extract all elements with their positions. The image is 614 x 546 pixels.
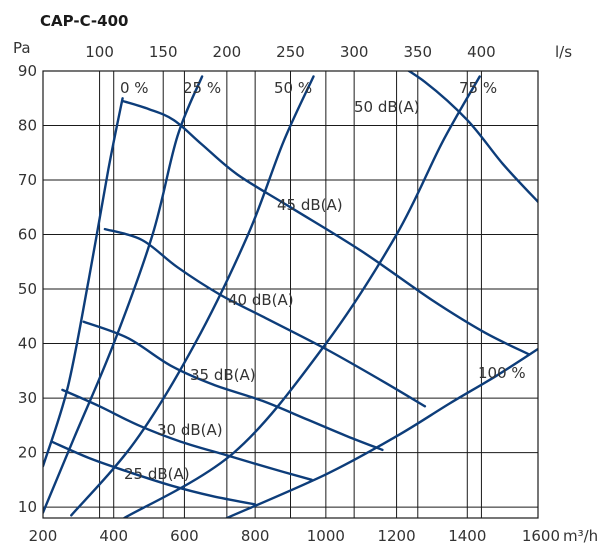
y-tick-label: 20 [18, 444, 37, 462]
sound-curve [121, 99, 531, 356]
y-tick-label: 10 [18, 498, 37, 516]
top-axis-label: l/s [555, 43, 572, 61]
sound-curve-label: 35 dB(A) [190, 366, 256, 384]
y-tick-label: 40 [18, 335, 37, 353]
sound-curve [406, 71, 538, 203]
y-axis-label: Pa [13, 39, 31, 57]
x-tick-label: 1200 [377, 527, 415, 545]
y-tick-label: 80 [18, 117, 37, 135]
top-tick-label: 200 [213, 43, 242, 61]
top-tick-label: 400 [467, 43, 496, 61]
y-tick-label: 50 [18, 280, 37, 298]
chart-title: CAP-C-400 [40, 12, 128, 30]
sound-curve [82, 320, 384, 452]
damper-curve [43, 75, 204, 514]
top-tick-label: 250 [276, 43, 305, 61]
x-tick-label: 600 [170, 527, 199, 545]
damper-curve-label: 25 % [183, 79, 221, 97]
y-tick-label: 60 [18, 226, 37, 244]
x-tick-label: 400 [99, 527, 128, 545]
y-tick-label: 30 [18, 389, 37, 407]
x-tick-label: 1400 [448, 527, 486, 545]
y-tick-label: 90 [18, 62, 37, 80]
sound-curve [50, 440, 257, 506]
x-axis-label: m³/h [563, 527, 598, 545]
top-tick-label: 350 [403, 43, 432, 61]
damper-curve-label: 100 % [478, 364, 526, 382]
sound-curve [61, 388, 313, 481]
sound-curve-label: 50 dB(A) [354, 98, 420, 116]
damper-curve [225, 347, 538, 518]
sound-curve-label: 25 dB(A) [124, 465, 190, 483]
curve-labels: 0 % 25 % 50 % 75 % 100 % 25 dB(A) 30 dB(A) 35 d… [120, 79, 526, 483]
damper-curve-label: 75 % [459, 79, 497, 97]
damper-curve-label: 50 % [274, 79, 312, 97]
tick-labels: 10 20 30 40 50 60 70 80 90 200 400 600 800 1000 1200 14… [18, 43, 560, 545]
damper-curve [43, 97, 124, 468]
x-tick-label: 800 [241, 527, 270, 545]
curves [43, 71, 538, 518]
sound-curve-label: 40 dB(A) [228, 291, 294, 309]
damper-curve [70, 75, 315, 517]
top-tick-label: 100 [85, 43, 114, 61]
x-tick-label: 1000 [307, 527, 345, 545]
x-tick-label: 200 [29, 527, 58, 545]
top-tick-label: 150 [149, 43, 178, 61]
x-tick-label: 1600 [522, 527, 560, 545]
damper-curve-label: 0 % [120, 79, 149, 97]
sound-curve [103, 227, 427, 408]
sound-curve-label: 30 dB(A) [157, 421, 223, 439]
sound-curve-label: 45 dB(A) [277, 196, 343, 214]
top-tick-label: 300 [340, 43, 369, 61]
damper-curve [123, 75, 481, 518]
plot-frame [42, 70, 539, 519]
y-tick-label: 70 [18, 171, 37, 189]
